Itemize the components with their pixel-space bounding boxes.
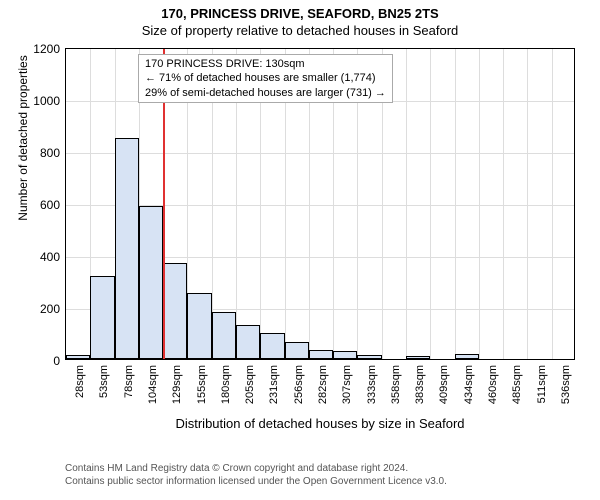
- annotation-line: 170 PRINCESS DRIVE: 130sqm: [145, 57, 386, 71]
- y-tick-label: 200: [40, 302, 60, 316]
- gridline-vertical: [527, 49, 528, 359]
- annotation-line: ← 71% of detached houses are smaller (1,…: [145, 71, 386, 85]
- plot-area: 02004006008001000120028sqm53sqm78sqm104s…: [65, 48, 575, 360]
- y-tick-label: 1200: [33, 42, 60, 56]
- gridline-horizontal: [66, 153, 574, 154]
- gridline-vertical: [455, 49, 456, 359]
- attribution-line-1: Contains HM Land Registry data © Crown c…: [65, 462, 447, 475]
- chart-subtitle: Size of property relative to detached ho…: [0, 21, 600, 38]
- histogram-bar: [406, 356, 430, 359]
- annotation-box: 170 PRINCESS DRIVE: 130sqm← 71% of detac…: [138, 54, 393, 103]
- histogram-bar: [66, 355, 90, 359]
- histogram-bar: [333, 351, 357, 359]
- histogram-bar: [357, 355, 381, 359]
- attribution-line-2: Contains public sector information licen…: [65, 475, 447, 488]
- histogram-bar: [260, 333, 284, 359]
- chart-container: { "header": { "address": "170, PRINCESS …: [0, 0, 600, 500]
- histogram-bar: [115, 138, 139, 359]
- histogram-bar: [139, 206, 163, 359]
- y-tick-label: 1000: [33, 94, 60, 108]
- gridline-vertical: [503, 49, 504, 359]
- attribution-text: Contains HM Land Registry data © Crown c…: [65, 462, 447, 488]
- histogram-bar: [309, 350, 333, 359]
- y-tick-label: 400: [40, 250, 60, 264]
- annotation-line: 29% of semi-detached houses are larger (…: [145, 86, 386, 100]
- gridline-vertical: [552, 49, 553, 359]
- histogram-bar: [90, 276, 114, 359]
- x-axis-label: Distribution of detached houses by size …: [65, 416, 575, 431]
- histogram-bar: [187, 293, 211, 359]
- y-tick-label: 0: [53, 354, 60, 368]
- gridline-vertical: [430, 49, 431, 359]
- gridline-vertical: [406, 49, 407, 359]
- y-tick-label: 800: [40, 146, 60, 160]
- gridline-vertical: [479, 49, 480, 359]
- histogram-bar: [285, 342, 309, 359]
- histogram-bar: [212, 312, 236, 359]
- histogram-bar: [163, 263, 187, 359]
- y-axis-label: Number of detached properties: [16, 0, 30, 294]
- chart-address-title: 170, PRINCESS DRIVE, SEAFORD, BN25 2TS: [0, 0, 600, 21]
- histogram-bar: [455, 354, 479, 359]
- y-tick-label: 600: [40, 198, 60, 212]
- histogram-bar: [236, 325, 260, 359]
